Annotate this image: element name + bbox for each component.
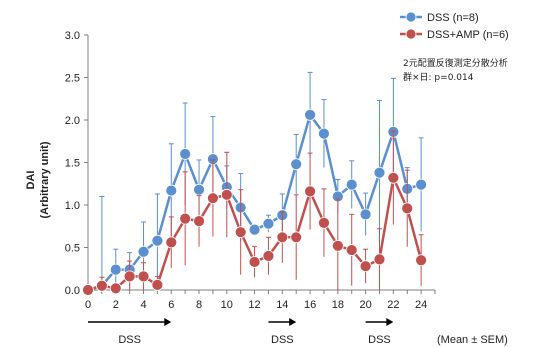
series-dss-amp xyxy=(82,130,428,296)
data-point xyxy=(345,244,358,256)
data-point xyxy=(151,278,164,291)
data-point xyxy=(193,215,205,228)
data-point xyxy=(109,263,122,276)
data-point xyxy=(207,192,219,205)
data-point xyxy=(82,284,94,296)
legend-marker xyxy=(405,11,417,23)
data-point xyxy=(95,279,108,292)
x-tick-label: 20 xyxy=(359,299,371,311)
data-point xyxy=(304,109,316,121)
data-point xyxy=(373,253,386,266)
phase-arrowhead xyxy=(386,318,394,326)
y-tick-label: 1.5 xyxy=(65,158,80,170)
data-point xyxy=(109,282,122,295)
x-tick-label: 8 xyxy=(196,299,202,311)
y-ticks: 0.0 0.5 1.0 1.5 2.0 2.5 3.0 xyxy=(65,30,88,297)
data-point xyxy=(165,236,178,249)
data-point xyxy=(220,188,233,201)
dss-phases: DSS DSS DSS xyxy=(88,318,394,346)
legend: DSS (n=8) DSS+AMP (n=6) xyxy=(400,11,509,41)
series-dss xyxy=(82,71,428,296)
legend-label: DSS (n=8) xyxy=(427,12,479,24)
stats-annotation-line-1: 2元配置反復測定分散分析 xyxy=(403,57,508,69)
data-point xyxy=(151,234,164,247)
data-point xyxy=(401,202,414,215)
x-tick-label: 10 xyxy=(221,299,233,311)
data-point xyxy=(331,239,344,252)
data-point xyxy=(304,185,316,198)
data-point xyxy=(262,217,275,230)
data-point xyxy=(248,223,261,236)
y-tick-label: 3.0 xyxy=(65,30,80,42)
y-tick-label: 2.5 xyxy=(65,73,80,85)
data-point xyxy=(179,148,192,160)
x-tick-label: 2 xyxy=(113,299,119,311)
data-point xyxy=(193,183,205,196)
data-point xyxy=(318,216,330,229)
data-point xyxy=(137,270,150,283)
phase-arrowhead xyxy=(164,318,172,326)
data-point xyxy=(290,231,303,244)
phase-arrowhead xyxy=(289,318,297,326)
x-tick-label: 0 xyxy=(85,299,91,311)
data-point xyxy=(373,166,386,179)
x-tick-label: 22 xyxy=(387,299,399,311)
y-tick-label: 1.0 xyxy=(65,200,80,212)
data-point xyxy=(318,127,330,140)
y-tick-label: 0.5 xyxy=(65,243,80,255)
y-tick-label: 2.0 xyxy=(65,115,80,127)
data-point xyxy=(165,184,178,197)
data-point xyxy=(415,254,428,267)
data-point xyxy=(387,171,400,184)
x-tick-label: 16 xyxy=(304,299,316,311)
data-point xyxy=(290,158,303,171)
data-point xyxy=(234,226,247,239)
stats-annotation-line-2: 群×日: p=0.014 xyxy=(403,71,474,83)
x-tick-label: 24 xyxy=(415,299,427,311)
mean-sem-footnote: (Mean ± SEM) xyxy=(437,334,508,346)
phase-label: DSS xyxy=(368,334,391,346)
x-tick-label: 6 xyxy=(168,299,174,311)
y-axis-label: DAI xyxy=(25,171,37,190)
legend-marker xyxy=(405,28,417,40)
y-tick-label: 0.0 xyxy=(65,285,80,297)
data-point xyxy=(359,260,372,273)
data-point xyxy=(262,250,275,262)
data-point xyxy=(415,178,428,191)
data-point xyxy=(359,208,372,221)
data-point xyxy=(345,178,358,191)
x-tick-label: 14 xyxy=(276,299,288,311)
data-point xyxy=(179,212,192,225)
x-ticks: 0 2 4 6 8 10 12 14 16 18 20 22 24 xyxy=(85,290,436,311)
phase-label: DSS xyxy=(118,334,141,346)
phase-label: DSS xyxy=(271,334,294,346)
data-point xyxy=(137,245,150,258)
series-layer xyxy=(82,71,428,296)
x-tick-label: 18 xyxy=(332,299,344,311)
y-axis-sublabel: (Arbitrary unit) xyxy=(39,141,51,218)
legend-label: DSS+AMP (n=6) xyxy=(427,29,509,41)
x-tick-label: 12 xyxy=(248,299,260,311)
x-tick-label: 4 xyxy=(140,299,146,311)
data-point xyxy=(248,256,261,268)
data-point xyxy=(276,231,289,244)
data-point xyxy=(123,270,136,283)
